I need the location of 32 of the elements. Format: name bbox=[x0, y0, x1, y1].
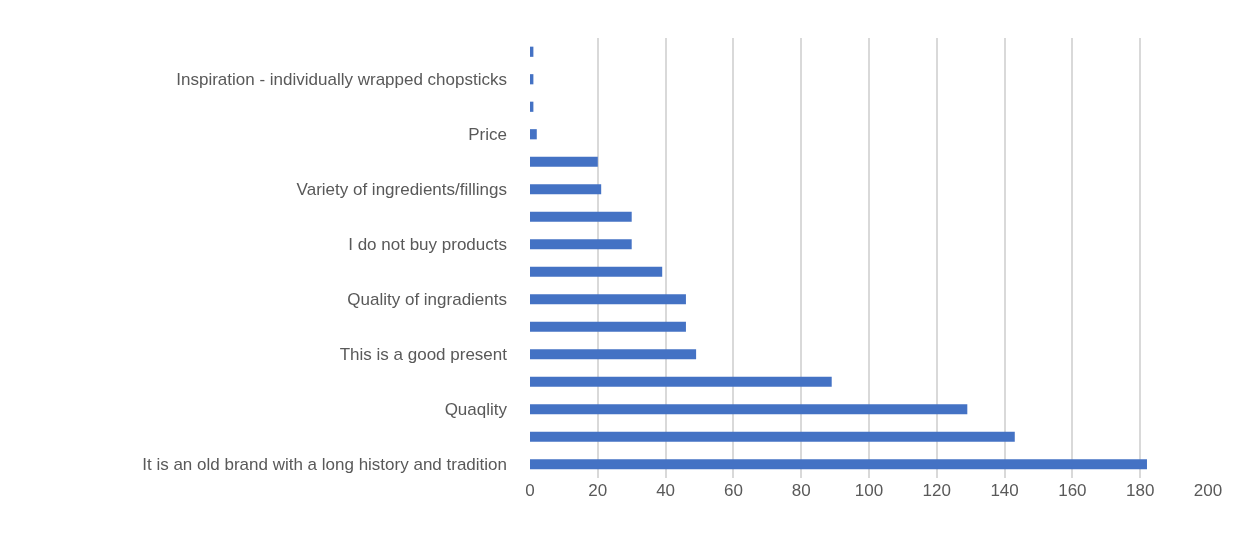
x-tick-label: 20 bbox=[588, 481, 608, 500]
x-tick-label: 80 bbox=[791, 481, 811, 500]
y-tick-label: Inspiration - individually wrapped chopsticks bbox=[176, 70, 507, 90]
bar bbox=[530, 184, 602, 195]
y-tick-label: Price bbox=[468, 125, 507, 145]
x-tick-label: 60 bbox=[723, 481, 743, 500]
y-tick-label: Quaqlity bbox=[444, 400, 508, 420]
bar bbox=[530, 294, 686, 305]
y-tick-label: Variety of ingredients/fillings bbox=[296, 180, 507, 200]
x-tick-label: 40 bbox=[656, 481, 676, 500]
bar bbox=[530, 211, 632, 222]
bar bbox=[530, 156, 598, 167]
x-tick-label: 120 bbox=[922, 481, 951, 500]
y-tick-label: It is an old brand with a long history and tradition bbox=[142, 455, 507, 475]
bar bbox=[530, 321, 686, 332]
bar bbox=[530, 459, 1147, 470]
x-tick-label: 100 bbox=[854, 481, 884, 500]
bar bbox=[530, 431, 1015, 442]
x-tick-label: 160 bbox=[1058, 481, 1087, 500]
bar bbox=[530, 376, 832, 387]
bar bbox=[530, 266, 663, 277]
x-tick-label: 180 bbox=[1126, 481, 1155, 500]
x-tick-label: 200 bbox=[1193, 481, 1223, 500]
bar bbox=[530, 129, 537, 140]
y-tick-label: This is a good present bbox=[339, 345, 508, 365]
y-tick-label: Quality of ingradients bbox=[347, 290, 507, 310]
x-tick-label: 140 bbox=[990, 481, 1019, 500]
bar bbox=[530, 239, 632, 250]
y-tick-label: I do not buy products bbox=[348, 235, 507, 255]
bar bbox=[530, 404, 968, 415]
x-tick-label: 0 bbox=[525, 481, 535, 500]
bar bbox=[530, 349, 697, 360]
